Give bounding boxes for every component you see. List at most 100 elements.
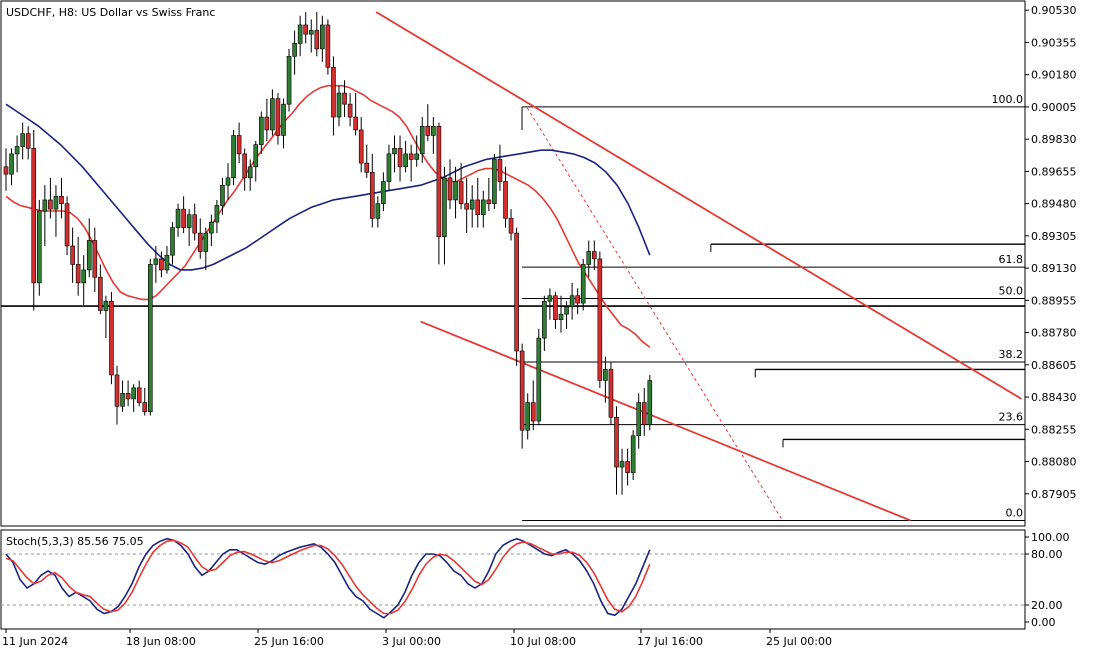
candle-body (314, 30, 320, 50)
candle-body (553, 295, 558, 320)
candle-body (75, 264, 81, 284)
candle-body (181, 208, 186, 228)
fib-level-label: 100.0 (992, 93, 1024, 106)
candle-body (564, 306, 569, 315)
candle-body (81, 269, 86, 284)
candle-body (614, 417, 619, 468)
price-tick-label: 0.90355 (1031, 36, 1077, 49)
price-tick-label: 0.89130 (1031, 262, 1077, 275)
candle-body (148, 264, 153, 413)
price-tick-label: 0.87905 (1031, 488, 1077, 501)
candle-body (125, 393, 131, 400)
candle-body (159, 258, 164, 271)
candle-body (275, 98, 281, 136)
candle-body (580, 264, 586, 304)
candle-body (236, 135, 242, 155)
price-tick-label: 0.88255 (1031, 423, 1077, 436)
candle-body (53, 195, 59, 210)
candle-body (109, 300, 114, 376)
candle-body (20, 133, 25, 147)
candle-body (175, 208, 181, 228)
candle-body (70, 245, 75, 265)
time-tick-label: 18 Jun 08:00 (126, 635, 196, 648)
candle-body (497, 159, 503, 182)
stoch-tick-label: 80.00 (1031, 548, 1063, 561)
candle-body (630, 435, 636, 473)
candle-body (242, 153, 247, 179)
candle-body (258, 116, 264, 145)
candle-body (264, 116, 270, 131)
candle-body (342, 92, 347, 105)
candle-body (114, 374, 120, 407)
price-tick-label: 0.90005 (1031, 101, 1077, 114)
candle-body (303, 24, 309, 35)
fib-level-label: 38.2 (999, 348, 1024, 361)
candle-body (530, 402, 536, 422)
candle-body (153, 258, 159, 265)
candle-body (575, 295, 580, 304)
price-panel[interactable] (0, 0, 1026, 527)
candle-body (186, 214, 192, 228)
candle-body (525, 402, 531, 431)
candle-body (558, 313, 564, 320)
candle-body (597, 258, 603, 381)
candle-body (492, 159, 497, 204)
candle-body (347, 103, 353, 118)
ma-slow-line (5, 103, 651, 271)
candle-body (292, 43, 297, 57)
candle-body (547, 295, 553, 302)
candle-body (59, 195, 64, 204)
candle-body (9, 153, 14, 175)
candle-body (308, 30, 314, 35)
candle-body (297, 24, 303, 44)
stoch-tick-label: 20.00 (1031, 599, 1063, 612)
candle-body (253, 144, 259, 168)
candle-body (403, 153, 408, 168)
price-tick-label: 0.90530 (1031, 4, 1077, 17)
price-tick-label: 0.89655 (1031, 165, 1077, 178)
candle-body (469, 199, 475, 210)
candle-body (397, 148, 403, 168)
candle-body (381, 181, 386, 204)
stoch-main-line (5, 537, 651, 619)
candle-body (3, 166, 9, 175)
time-axis: 11 Jun 2024 18 Jun 08:00 25 Jun 16:00 3 Jul… (2, 629, 832, 648)
candles (3, 12, 653, 495)
price-axis: 0.90530 0.90355 0.90180 0.90005 0.89830 0.896… (1025, 4, 1077, 629)
candle-body (591, 251, 597, 260)
candle-body (64, 203, 70, 247)
price-tick-label: 0.89305 (1031, 230, 1077, 243)
candle-body (475, 199, 481, 215)
candle-body (453, 181, 458, 201)
candle-body (386, 153, 392, 182)
candle-body (192, 214, 197, 234)
candle-body (197, 232, 203, 252)
fib-level-label: 50.0 (999, 285, 1024, 298)
candle-body (369, 172, 375, 219)
candle-body (36, 210, 42, 284)
fib-level-label: 23.6 (999, 411, 1024, 424)
candle-body (625, 461, 630, 473)
candle-body (25, 133, 31, 149)
candle-body (325, 24, 331, 68)
candle-body (336, 92, 342, 118)
candle-body (425, 125, 431, 136)
candle-body (220, 184, 225, 206)
candle-body (286, 55, 292, 105)
candle-body (142, 402, 148, 413)
candle-body (508, 218, 514, 234)
stochastic-panel[interactable] (0, 529, 1026, 630)
stoch-tick-label: 100.00 (1031, 531, 1070, 544)
candle-body (120, 393, 125, 407)
stochastic-lines (1, 537, 1025, 619)
candle-body (442, 177, 447, 238)
time-tick-label: 17 Jul 16:00 (637, 635, 703, 648)
candle-body (641, 402, 647, 425)
stoch-tick-label: 0.00 (1031, 616, 1056, 629)
candle-body (647, 380, 653, 425)
candle-body (458, 181, 464, 204)
candle-body (358, 129, 364, 164)
candle-body (131, 387, 136, 400)
candle-body (519, 350, 525, 431)
